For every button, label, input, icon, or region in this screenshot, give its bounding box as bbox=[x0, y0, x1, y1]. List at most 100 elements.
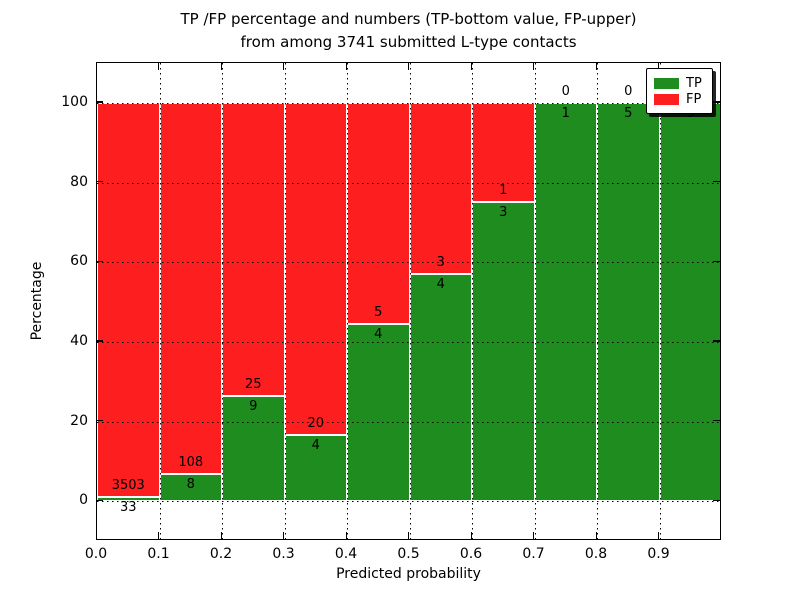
legend-entry-tp: TP bbox=[654, 75, 705, 91]
legend-swatch-fp-icon bbox=[654, 93, 679, 105]
bar-segment-tp bbox=[534, 102, 597, 502]
x-tick-top bbox=[408, 63, 410, 70]
y-tick-right bbox=[713, 101, 720, 103]
x-tick-label: 0.7 bbox=[522, 546, 545, 562]
bar-value-label-fp: 20 bbox=[307, 415, 325, 431]
x-tick-label: 0.9 bbox=[647, 546, 670, 562]
bar-value-label-fp: 3 bbox=[436, 254, 445, 270]
bar-segment-tp bbox=[159, 473, 222, 502]
x-tick-bottom bbox=[533, 532, 535, 539]
bar-value-label-fp: 25 bbox=[244, 376, 262, 392]
y-tick-label: 20 bbox=[70, 412, 88, 429]
x-tick-label: 0.3 bbox=[272, 546, 295, 562]
grid-line-vertical bbox=[409, 63, 411, 539]
x-tick-bottom bbox=[595, 532, 597, 539]
y-tick-label: 60 bbox=[70, 253, 88, 270]
grid-line-horizontal bbox=[97, 421, 720, 423]
y-tick-left bbox=[96, 101, 103, 103]
legend: TP FP bbox=[646, 68, 713, 114]
x-axis-label: Predicted probability bbox=[336, 566, 481, 582]
bar-segment-fp bbox=[409, 102, 472, 274]
x-tick-top bbox=[283, 63, 285, 70]
bar-value-label-tp: 5 bbox=[624, 105, 633, 121]
bar-value-label-tp: 1 bbox=[561, 105, 570, 121]
grid-line-vertical bbox=[534, 63, 536, 539]
plot-area: 3503331088259204543413010505 bbox=[96, 62, 721, 540]
x-tick-top bbox=[220, 63, 222, 70]
bar-segment-fp bbox=[97, 102, 160, 498]
bar-segment-tp bbox=[659, 102, 720, 502]
bar-value-label-fp: 5 bbox=[374, 305, 383, 321]
y-tick-label: 40 bbox=[70, 332, 88, 349]
grid-line-vertical bbox=[284, 63, 286, 539]
bar-value-label-fp: 0 bbox=[561, 83, 570, 99]
bar-value-label-fp: 108 bbox=[178, 454, 204, 470]
y-tick-right bbox=[713, 260, 720, 262]
grid-line-vertical bbox=[159, 63, 161, 539]
bar-value-label-tp: 4 bbox=[311, 437, 320, 453]
grid-line-horizontal bbox=[97, 262, 720, 264]
bar-segment-fp bbox=[222, 102, 285, 396]
x-tick-top bbox=[345, 63, 347, 70]
x-tick-bottom bbox=[158, 532, 160, 539]
bar-segment-fp bbox=[472, 102, 535, 203]
grid-line-vertical bbox=[347, 63, 348, 539]
bar-segment-tp bbox=[472, 202, 535, 502]
x-tick-bottom bbox=[470, 532, 472, 539]
y-tick-right bbox=[713, 499, 720, 501]
y-tick-right bbox=[713, 420, 720, 422]
x-tick-bottom bbox=[220, 532, 222, 539]
y-tick-left bbox=[96, 420, 103, 422]
bar-value-label-fp: 1 bbox=[499, 183, 508, 199]
bar-value-label-tp: 4 bbox=[374, 327, 383, 343]
x-tick-top bbox=[470, 63, 472, 70]
x-tick-top bbox=[595, 63, 597, 70]
bar-segment-tp bbox=[284, 434, 347, 502]
x-tick-label: 0.0 bbox=[84, 546, 108, 562]
legend-label-fp: FP bbox=[686, 91, 702, 107]
bar-value-label-fp: 3503 bbox=[111, 478, 145, 494]
bar-segment-fp bbox=[347, 102, 410, 325]
y-tick-left bbox=[96, 181, 103, 183]
chart-title: TP /FP percentage and numbers (TP-bottom… bbox=[96, 8, 721, 54]
y-tick-right bbox=[713, 340, 720, 342]
y-tick-right bbox=[713, 181, 720, 183]
bar-segment-fp bbox=[159, 102, 222, 474]
x-tick-label: 0.6 bbox=[459, 546, 483, 562]
bar-segment-tp bbox=[347, 324, 410, 502]
legend-entry-fp: FP bbox=[654, 91, 705, 107]
y-tick-left bbox=[96, 260, 103, 262]
y-tick-label: 100 bbox=[61, 93, 88, 110]
x-tick-bottom bbox=[408, 532, 410, 539]
grid-line-horizontal bbox=[97, 501, 720, 503]
x-tick-label: 0.4 bbox=[334, 546, 358, 562]
x-tick-bottom bbox=[345, 532, 347, 539]
y-tick-left bbox=[96, 499, 103, 501]
legend-swatch-tp-icon bbox=[654, 77, 679, 89]
bar-value-label-fp: 0 bbox=[624, 83, 633, 99]
bar-segment-fp bbox=[284, 102, 347, 435]
legend-label-tp: TP bbox=[686, 75, 702, 91]
bar-value-label-tp: 33 bbox=[119, 500, 137, 516]
y-tick-left bbox=[96, 340, 103, 342]
x-tick-top bbox=[533, 63, 535, 70]
chart-title-line2: from among 3741 submitted L-type contact… bbox=[240, 33, 577, 51]
y-tick-label: 0 bbox=[79, 492, 88, 509]
x-tick-label: 0.5 bbox=[397, 546, 420, 562]
bar-segment-tp bbox=[597, 102, 660, 502]
grid-line-vertical bbox=[472, 63, 473, 539]
chart-title-line1: TP /FP percentage and numbers (TP-bottom… bbox=[180, 10, 637, 28]
x-tick-label: 0.8 bbox=[584, 546, 608, 562]
bar-value-label-tp: 8 bbox=[186, 476, 195, 492]
x-tick-bottom bbox=[283, 532, 285, 539]
grid-line-vertical bbox=[222, 63, 223, 539]
grid-line-horizontal bbox=[97, 182, 720, 184]
x-tick-top bbox=[158, 63, 160, 70]
y-axis-label: Percentage bbox=[29, 261, 45, 341]
x-tick-label: 0.1 bbox=[147, 546, 170, 562]
bar-value-label-tp: 9 bbox=[249, 398, 258, 414]
x-tick-label: 0.2 bbox=[209, 546, 233, 562]
bar-segment-tp bbox=[97, 497, 160, 502]
grid-line-vertical bbox=[659, 63, 661, 539]
